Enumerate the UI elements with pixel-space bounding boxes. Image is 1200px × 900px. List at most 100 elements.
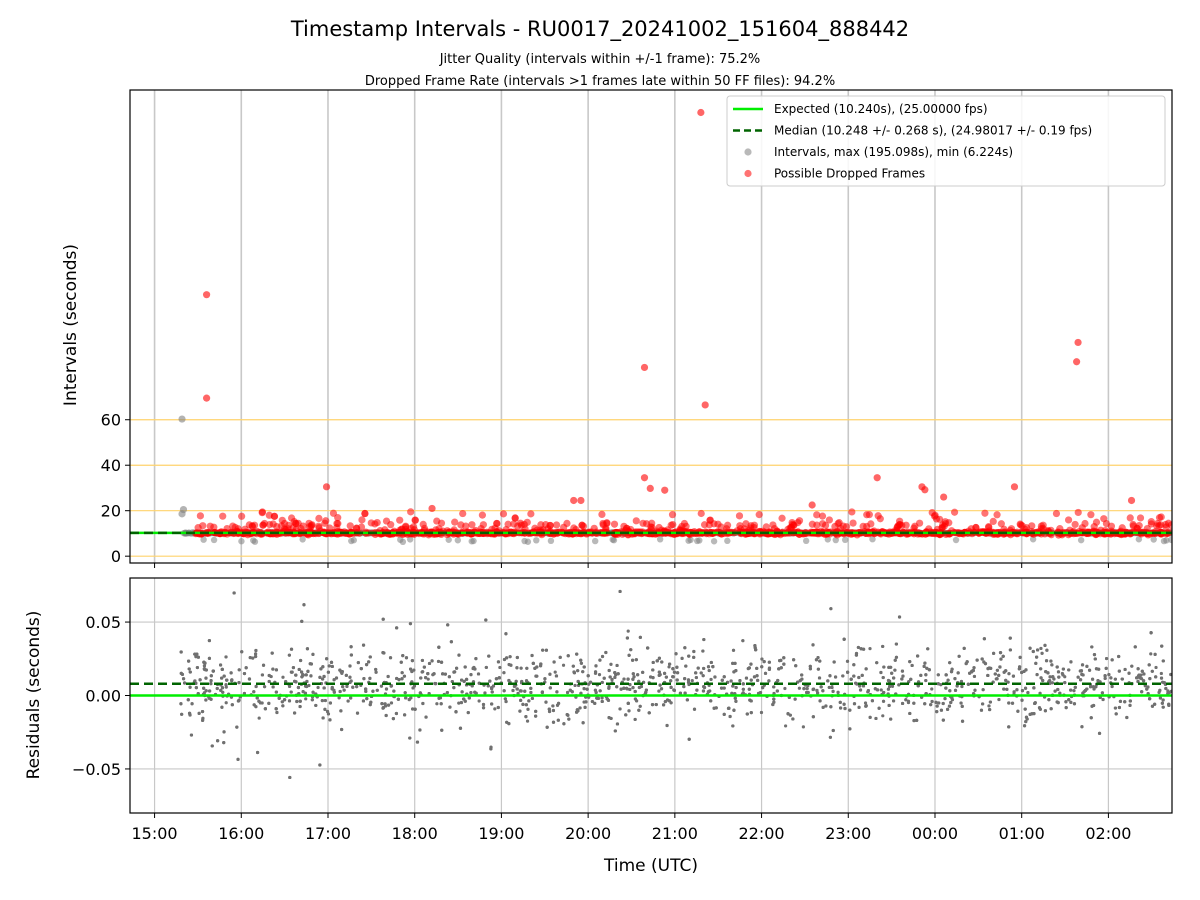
residual-point: [706, 665, 711, 669]
residual-point: [798, 678, 802, 683]
residual-point: [330, 685, 334, 690]
residual-point: [572, 671, 577, 675]
dropped-frame-point: [896, 520, 904, 529]
residual-point: [987, 704, 991, 708]
residual-point: [1067, 668, 1071, 672]
residual-point: [613, 675, 617, 679]
residual-point: [1162, 681, 1166, 685]
residual-point: [701, 674, 705, 678]
interval-point: [1160, 537, 1168, 545]
dropped-frame-point: [981, 509, 989, 517]
residual-point: [433, 681, 437, 686]
residual-point: [1125, 715, 1129, 720]
residual-point: [811, 643, 815, 647]
residual-point: [207, 638, 212, 643]
dropped-frame-outlier: [646, 484, 654, 493]
residual-point: [746, 666, 750, 671]
residual-point: [1101, 697, 1105, 702]
dropped-frame-point: [563, 519, 571, 528]
residual-point: [731, 724, 735, 728]
residual-point: [791, 717, 795, 721]
dropped-frame-point: [1087, 511, 1095, 519]
residual-point: [596, 696, 600, 700]
residual-point: [767, 660, 771, 664]
residual-point: [1158, 688, 1162, 692]
residual-point: [540, 690, 545, 694]
residual-point: [216, 739, 220, 743]
residual-point: [1109, 676, 1113, 680]
residual-point: [720, 678, 724, 682]
residual-point: [299, 670, 304, 674]
residual-point: [675, 678, 679, 682]
residual-point: [1056, 687, 1060, 692]
residual-point: [831, 689, 835, 693]
residual-point: [1063, 681, 1067, 685]
residual-point: [868, 715, 872, 719]
residual-point: [326, 712, 331, 716]
residual-point: [1039, 646, 1043, 651]
residual-point: [647, 711, 651, 715]
residual-point: [470, 684, 474, 688]
residual-point: [908, 660, 912, 664]
residual-point: [638, 635, 642, 639]
residual-point: [188, 670, 192, 674]
residual-point: [609, 662, 613, 666]
residual-point: [830, 685, 834, 690]
residual-point: [1035, 672, 1039, 677]
residual-point: [281, 704, 285, 708]
residual-point: [960, 684, 964, 689]
residual-point: [776, 678, 780, 683]
residual-point: [179, 650, 183, 654]
residual-point: [521, 702, 525, 706]
residual-point: [655, 659, 659, 663]
dropped-frame-point: [409, 523, 418, 531]
residual-point: [1092, 653, 1097, 657]
residual-point: [955, 684, 959, 688]
residual-point: [344, 673, 348, 677]
residual-point: [236, 757, 240, 761]
residual-point: [1023, 686, 1028, 690]
residual-point: [763, 671, 768, 675]
residual-point: [664, 675, 668, 679]
residual-point: [669, 685, 673, 689]
residual-point: [949, 670, 954, 674]
residual-point: [424, 715, 428, 719]
residual-point: [271, 667, 275, 671]
residual-point: [686, 678, 691, 682]
residual-point: [1117, 705, 1122, 710]
residual-point: [1018, 655, 1022, 659]
residual-point: [490, 702, 494, 706]
residual-point: [641, 670, 645, 674]
residual-point: [802, 687, 806, 691]
bottom-points: [179, 589, 1172, 780]
residual-point: [1022, 669, 1026, 674]
residual-point: [907, 680, 911, 684]
residual-point: [1117, 654, 1121, 659]
residual-point: [683, 646, 687, 650]
residual-point: [201, 716, 205, 721]
residual-point: [784, 724, 788, 728]
residual-point: [364, 663, 369, 667]
interval-point: [710, 538, 718, 545]
residual-point: [1072, 702, 1077, 706]
dropped-frame-point: [1155, 514, 1164, 522]
residual-point: [1154, 675, 1158, 679]
residual-point: [1123, 667, 1127, 672]
residual-point: [957, 654, 961, 658]
residual-point: [772, 685, 776, 689]
residual-point: [432, 672, 436, 676]
residual-point: [230, 679, 234, 683]
residual-point: [628, 683, 632, 687]
residual-point: [758, 690, 763, 695]
dropped-frame-point: [680, 519, 689, 528]
residual-point: [702, 637, 706, 642]
residual-point: [551, 708, 556, 713]
top-ytick-label: 60: [101, 411, 121, 430]
residual-point: [457, 701, 461, 705]
residual-point: [525, 666, 529, 670]
residual-point: [1164, 686, 1168, 691]
residual-point: [351, 685, 355, 689]
residual-point: [240, 650, 244, 654]
residual-point: [1110, 684, 1114, 689]
residual-point: [1026, 690, 1030, 695]
